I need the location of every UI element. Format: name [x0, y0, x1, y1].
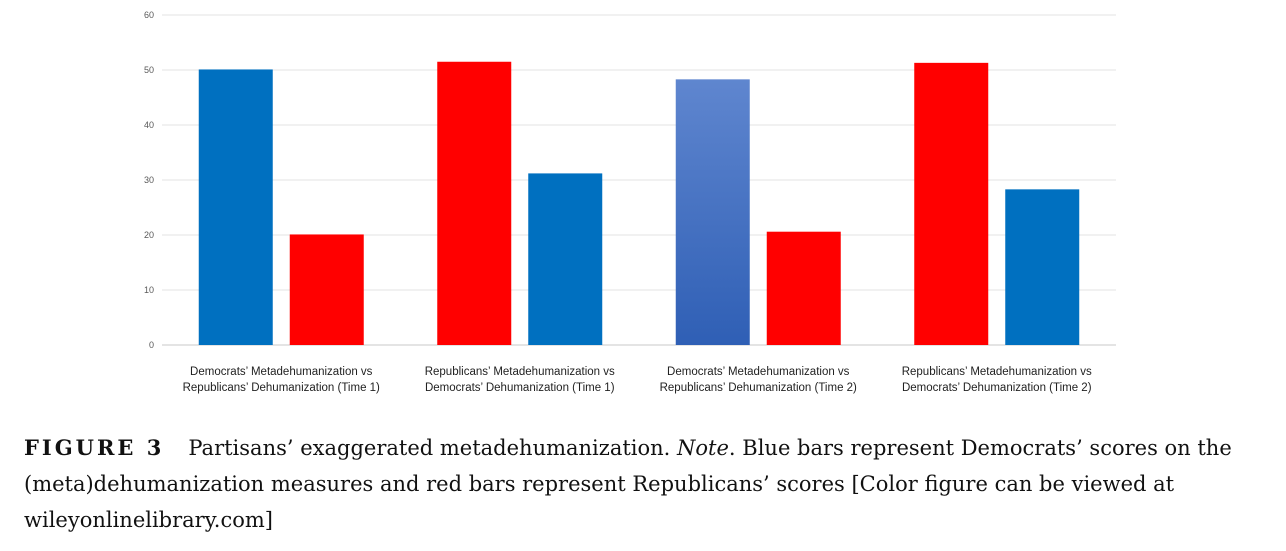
y-tick-label: 40 [144, 120, 154, 130]
bar-series [198, 61, 1080, 345]
bar [528, 173, 603, 345]
y-tick-label: 20 [144, 230, 154, 240]
bar [198, 69, 273, 345]
bar-chart: 0 10 20 30 40 50 60 Democrats’ Metadehumanizat… [144, 10, 1116, 394]
figure-label: FIGURE 3 [24, 435, 165, 460]
bar [675, 79, 750, 345]
bar [1005, 189, 1080, 345]
y-tick-label: 50 [144, 65, 154, 75]
caption-text: Partisans’ exaggerated metadehumanizatio… [188, 436, 678, 460]
y-tick-label: 60 [144, 10, 154, 20]
bar [914, 62, 989, 345]
figure-caption: FIGURE 3 Partisans’ exaggerated metadehum… [24, 430, 1264, 538]
category-label: Democrats’ Dehumanization (Time 2) [902, 382, 1092, 394]
category-label: Democrats’ Metadehumanization vs [190, 366, 373, 378]
bar [289, 234, 364, 345]
y-axis-ticks: 0 10 20 30 40 50 60 [144, 10, 154, 350]
category-label: Republicans’ Metadehumanization vs [425, 366, 615, 378]
category-label: Democrats’ Metadehumanization vs [667, 366, 850, 378]
category-label: Republicans’ Metadehumanization vs [902, 366, 1092, 378]
caption-text-rest: . Blue bars represent Democrats’ scores … [24, 436, 1232, 532]
category-label: Republicans’ Dehumanization (Time 2) [660, 382, 857, 394]
category-label: Republicans’ Dehumanization (Time 1) [183, 382, 380, 394]
y-tick-label: 0 [149, 340, 154, 350]
bar [766, 231, 841, 345]
x-axis-labels: Democrats’ Metadehumanization vs Republic… [183, 366, 1092, 394]
caption-note-label: Note [677, 436, 729, 460]
category-label: Democrats’ Dehumanization (Time 1) [425, 382, 615, 394]
y-tick-label: 10 [144, 285, 154, 295]
bar [437, 61, 512, 345]
y-tick-label: 30 [144, 175, 154, 185]
